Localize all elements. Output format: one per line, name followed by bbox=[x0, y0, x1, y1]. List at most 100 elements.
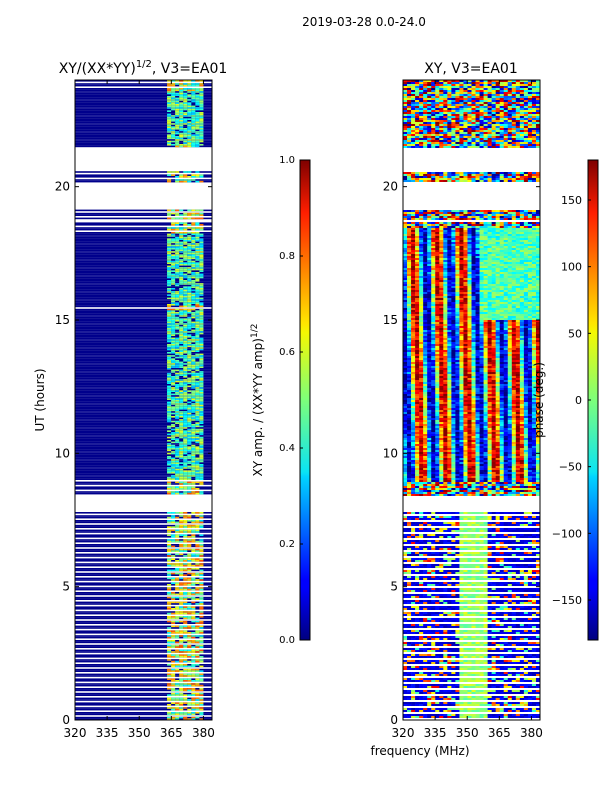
heatmap-cell bbox=[199, 692, 204, 695]
heatmap-cell bbox=[403, 180, 408, 182]
heatmap-cell bbox=[511, 252, 517, 254]
heatmap-cell bbox=[175, 228, 180, 231]
heatmap-cell bbox=[419, 146, 424, 148]
heatmap-cell bbox=[487, 268, 492, 270]
heatmap-cell bbox=[191, 704, 196, 706]
heatmap-cell bbox=[187, 448, 192, 450]
heatmap-cell bbox=[187, 587, 192, 589]
heatmap-cell bbox=[175, 97, 180, 100]
heatmap-cell bbox=[175, 606, 180, 608]
heatmap-cell bbox=[179, 328, 184, 330]
heatmap-cell bbox=[507, 262, 513, 264]
heatmap-cell bbox=[531, 108, 537, 110]
heatmap-cell bbox=[483, 242, 488, 244]
heatmap-cell bbox=[451, 90, 456, 92]
heatmap-cell bbox=[175, 393, 180, 396]
heatmap-cell bbox=[403, 116, 408, 118]
heatmap-cell bbox=[187, 456, 192, 458]
heatmap-cell bbox=[419, 108, 424, 110]
heatmap-cell bbox=[443, 82, 448, 84]
heatmap-cell bbox=[191, 323, 196, 325]
heatmap-cell bbox=[167, 627, 172, 629]
heatmap-cell bbox=[171, 278, 176, 280]
heatmap-cell bbox=[403, 92, 408, 94]
heatmap-cell bbox=[179, 416, 184, 418]
heatmap-cell bbox=[167, 385, 172, 388]
heatmap-cell bbox=[175, 356, 180, 359]
heatmap-cell bbox=[519, 242, 525, 244]
heatmap-cell bbox=[467, 174, 472, 176]
heatmap-cell bbox=[187, 224, 192, 226]
heatmap-cell bbox=[195, 491, 200, 493]
heatmap-cell bbox=[171, 300, 176, 303]
heatmap-row bbox=[75, 387, 212, 389]
heatmap-cell bbox=[427, 106, 432, 108]
heatmap-cell bbox=[527, 224, 533, 226]
heatmap-cell bbox=[415, 234, 420, 236]
heatmap-cell bbox=[459, 116, 464, 118]
heatmap-cell bbox=[447, 138, 452, 140]
heatmap-cell bbox=[199, 400, 204, 402]
heatmap-row bbox=[75, 419, 212, 421]
heatmap-cell bbox=[439, 234, 444, 236]
heatmap-cell bbox=[175, 579, 180, 581]
heatmap-cell bbox=[491, 108, 496, 110]
heatmap-row bbox=[75, 238, 212, 240]
heatmap-cell bbox=[183, 475, 188, 477]
heatmap-cell bbox=[515, 248, 521, 250]
heatmap-row bbox=[75, 409, 212, 412]
heatmap-cell bbox=[183, 339, 188, 341]
heatmap-cell bbox=[191, 377, 196, 380]
heatmap-cell bbox=[527, 254, 533, 256]
heatmap-cell bbox=[471, 130, 476, 132]
heatmap-cell bbox=[199, 388, 204, 391]
heatmap-cell bbox=[179, 404, 184, 407]
heatmap-cell bbox=[183, 577, 188, 580]
heatmap-cell bbox=[447, 116, 452, 118]
heatmap-cell bbox=[195, 318, 200, 320]
heatmap-cell bbox=[183, 308, 188, 311]
heatmap-cell bbox=[447, 180, 452, 182]
heatmap-cell bbox=[407, 130, 412, 132]
heatmap-cell bbox=[535, 116, 540, 118]
heatmap-row bbox=[75, 416, 212, 418]
heatmap-cell bbox=[179, 640, 184, 642]
heatmap-cell bbox=[175, 465, 180, 468]
heatmap-cell bbox=[411, 84, 416, 86]
heatmap-cell bbox=[199, 244, 204, 247]
heatmap-cell bbox=[175, 110, 180, 112]
heatmap-row bbox=[75, 128, 212, 130]
heatmap-cell bbox=[527, 250, 533, 252]
heatmap-cell bbox=[495, 80, 501, 82]
heatmap-cell bbox=[475, 246, 480, 248]
heatmap-cell bbox=[535, 264, 540, 266]
heatmap-cell bbox=[171, 664, 176, 666]
heatmap-cell bbox=[179, 134, 184, 136]
heatmap-cell bbox=[195, 222, 200, 224]
heatmap-cell bbox=[455, 136, 460, 138]
heatmap-cell bbox=[199, 467, 204, 469]
heatmap-cell bbox=[403, 136, 408, 138]
heatmap-cell bbox=[183, 456, 188, 458]
heatmap-cell bbox=[167, 544, 172, 546]
heatmap-cell bbox=[423, 98, 428, 100]
heatmap-cell bbox=[503, 224, 509, 226]
heatmap-row bbox=[75, 544, 212, 546]
heatmap-cell bbox=[415, 126, 420, 128]
heatmap-cell bbox=[175, 665, 180, 668]
heatmap-cell bbox=[175, 428, 180, 431]
heatmap-cell bbox=[519, 268, 525, 270]
heatmap-cell bbox=[171, 360, 176, 362]
heatmap-cell bbox=[187, 390, 192, 392]
heatmap-cell bbox=[467, 210, 472, 212]
heatmap-cell bbox=[187, 131, 192, 133]
heatmap-cell bbox=[499, 210, 505, 212]
heatmap-cell bbox=[183, 617, 188, 620]
heatmap-cell bbox=[195, 107, 200, 109]
heatmap-cell bbox=[495, 180, 501, 182]
heatmap-cell bbox=[191, 675, 196, 677]
heatmap-cell bbox=[479, 234, 484, 236]
heatmap-cell bbox=[191, 688, 196, 690]
heatmap-cell bbox=[187, 342, 192, 344]
heatmap-cell bbox=[487, 252, 492, 254]
